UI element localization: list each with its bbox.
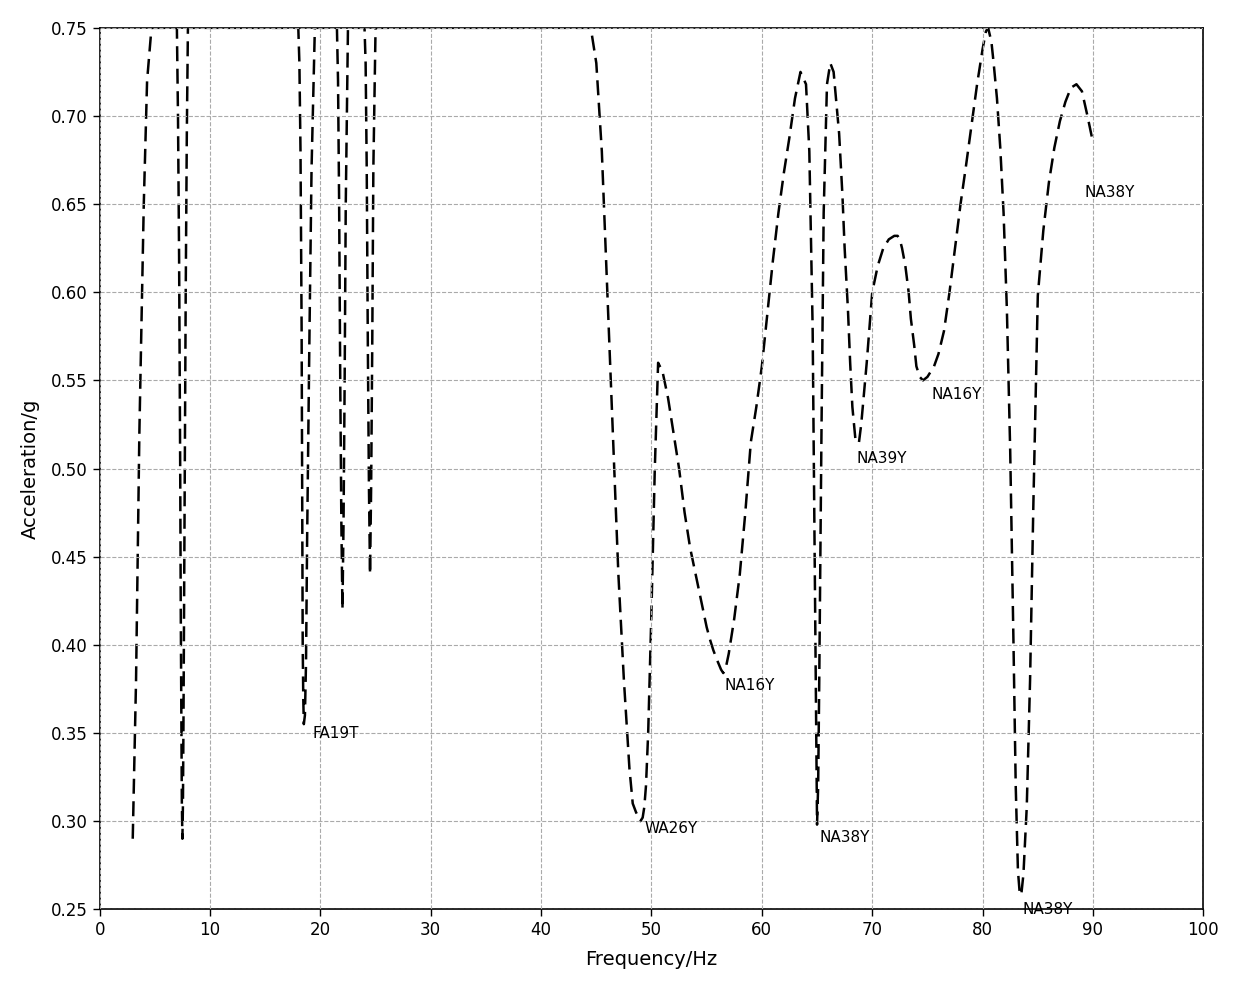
Text: NA39Y: NA39Y <box>857 450 908 466</box>
Text: FA19T: FA19T <box>312 726 360 741</box>
Text: NA38Y: NA38Y <box>820 830 869 844</box>
Text: NA16Y: NA16Y <box>931 387 982 403</box>
Text: WA26Y: WA26Y <box>645 821 698 837</box>
X-axis label: Frequency/Hz: Frequency/Hz <box>585 950 718 969</box>
Text: NA38Y: NA38Y <box>1022 902 1073 917</box>
Text: NA16Y: NA16Y <box>724 678 775 693</box>
Y-axis label: Acceleration/g: Acceleration/g <box>21 398 40 539</box>
Text: NA38Y: NA38Y <box>1084 185 1135 200</box>
